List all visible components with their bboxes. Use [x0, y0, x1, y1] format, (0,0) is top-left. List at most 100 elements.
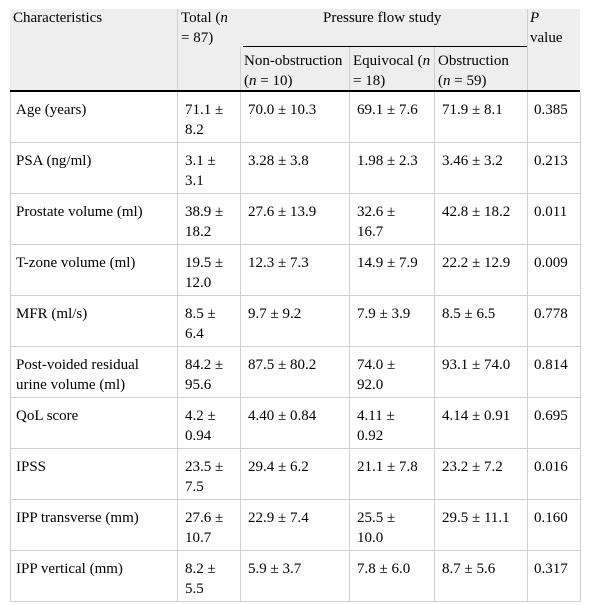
column-divider [580, 194, 581, 245]
header-obstruction-count: (n = 59) [438, 73, 487, 89]
cell-equivocal: 0.92 [357, 428, 384, 444]
header-characteristics: Characteristics [13, 10, 103, 26]
column-divider [580, 143, 581, 194]
column-divider [177, 92, 178, 143]
column-divider [10, 194, 11, 245]
column-divider [10, 551, 11, 602]
cell-total: 27.6 ± [185, 510, 224, 526]
cell-equivocal: 7.8 ± 6.0 [357, 561, 411, 577]
cell-total: 7.5 [185, 479, 204, 495]
header-divider [240, 47, 241, 90]
cell-non-obstruction: 87.5 ± 80.2 [248, 357, 317, 373]
cell-equivocal: 21.1 ± 7.8 [357, 459, 418, 475]
column-divider [349, 143, 350, 194]
column-divider [349, 296, 350, 347]
cell-obstruction: 93.1 ± 74.0 [442, 357, 511, 373]
column-divider [434, 449, 435, 500]
header-divider [349, 47, 350, 90]
cell-obstruction: 3.46 ± 3.2 [442, 153, 503, 169]
header-bottom-rule [10, 90, 580, 92]
column-divider [527, 143, 528, 194]
column-divider [434, 347, 435, 398]
row-divider [10, 499, 580, 500]
cell-characteristic: PSA (ng/ml) [16, 153, 92, 169]
cell-total: 71.1 ± [185, 102, 224, 118]
cell-p-value: 0.016 [534, 459, 568, 475]
cell-equivocal: 92.0 [357, 377, 384, 393]
column-divider [177, 500, 178, 551]
column-divider [527, 551, 528, 602]
column-divider [177, 551, 178, 602]
cell-equivocal: 74.0 ± [357, 357, 396, 373]
cell-p-value: 0.695 [534, 408, 568, 424]
header-divider [177, 9, 178, 90]
cell-non-obstruction: 70.0 ± 10.3 [248, 102, 317, 118]
cell-total: 18.2 [185, 224, 212, 240]
column-divider [527, 92, 528, 143]
cell-obstruction: 29.5 ± 11.1 [442, 510, 510, 526]
header-equivocal-count: = 18) [353, 73, 386, 89]
row-divider [10, 550, 580, 551]
cell-equivocal: 25.5 ± [357, 510, 396, 526]
column-divider [527, 194, 528, 245]
cell-characteristic: urine volume (ml) [16, 377, 126, 393]
column-divider [434, 92, 435, 143]
cell-obstruction: 22.2 ± 12.9 [442, 255, 511, 271]
group-underline [243, 46, 528, 47]
cell-characteristic: IPSS [16, 459, 47, 475]
column-divider [580, 551, 581, 602]
column-divider [434, 245, 435, 296]
column-divider [580, 500, 581, 551]
cell-characteristic: QoL score [16, 408, 79, 424]
header-divider [527, 9, 528, 90]
cell-p-value: 0.011 [534, 204, 568, 220]
column-divider [527, 347, 528, 398]
cell-characteristic: Age (years) [16, 102, 87, 118]
cell-characteristic: MFR (ml/s) [16, 306, 88, 322]
cell-obstruction: 8.5 ± 6.5 [442, 306, 496, 322]
row-divider [10, 601, 580, 602]
cell-non-obstruction: 5.9 ± 3.7 [248, 561, 302, 577]
column-divider [177, 449, 178, 500]
column-divider [10, 296, 11, 347]
column-divider [527, 398, 528, 449]
header-p-value: value [530, 30, 563, 46]
cell-non-obstruction: 27.6 ± 13.9 [248, 204, 317, 220]
cell-total: 3.1 [185, 173, 204, 189]
cell-equivocal: 10.0 [357, 530, 384, 546]
cell-characteristic: IPP vertical (mm) [16, 561, 123, 577]
column-divider [527, 296, 528, 347]
header-total: Total (n [181, 10, 228, 26]
row-divider [10, 142, 580, 143]
cell-total: 95.6 [185, 377, 212, 393]
row-divider [10, 193, 580, 194]
header-divider [434, 47, 435, 90]
column-divider [349, 398, 350, 449]
column-divider [240, 551, 241, 602]
column-divider [349, 449, 350, 500]
column-divider [177, 143, 178, 194]
header-p: P [530, 10, 540, 26]
header-equivocal: Equivocal (n [353, 53, 431, 69]
column-divider [580, 347, 581, 398]
column-divider [10, 500, 11, 551]
row-divider [10, 295, 580, 296]
cell-p-value: 0.385 [534, 102, 568, 118]
cell-total: 8.2 ± [185, 561, 216, 577]
column-divider [177, 296, 178, 347]
row-divider [10, 397, 580, 398]
cell-total: 19.5 ± [185, 255, 224, 271]
cell-non-obstruction: 12.3 ± 7.3 [248, 255, 309, 271]
cell-obstruction: 71.9 ± 8.1 [442, 102, 503, 118]
column-divider [240, 296, 241, 347]
cell-total: 23.5 ± [185, 459, 224, 475]
cell-total: 38.9 ± [185, 204, 224, 220]
column-divider [10, 245, 11, 296]
row-divider [10, 448, 580, 449]
table-header-background [10, 9, 580, 90]
column-divider [10, 398, 11, 449]
cell-obstruction: 23.2 ± 7.2 [442, 459, 503, 475]
cell-equivocal: 4.11 ± [357, 408, 395, 424]
cell-characteristic: IPP transverse (mm) [16, 510, 139, 526]
column-divider [580, 449, 581, 500]
